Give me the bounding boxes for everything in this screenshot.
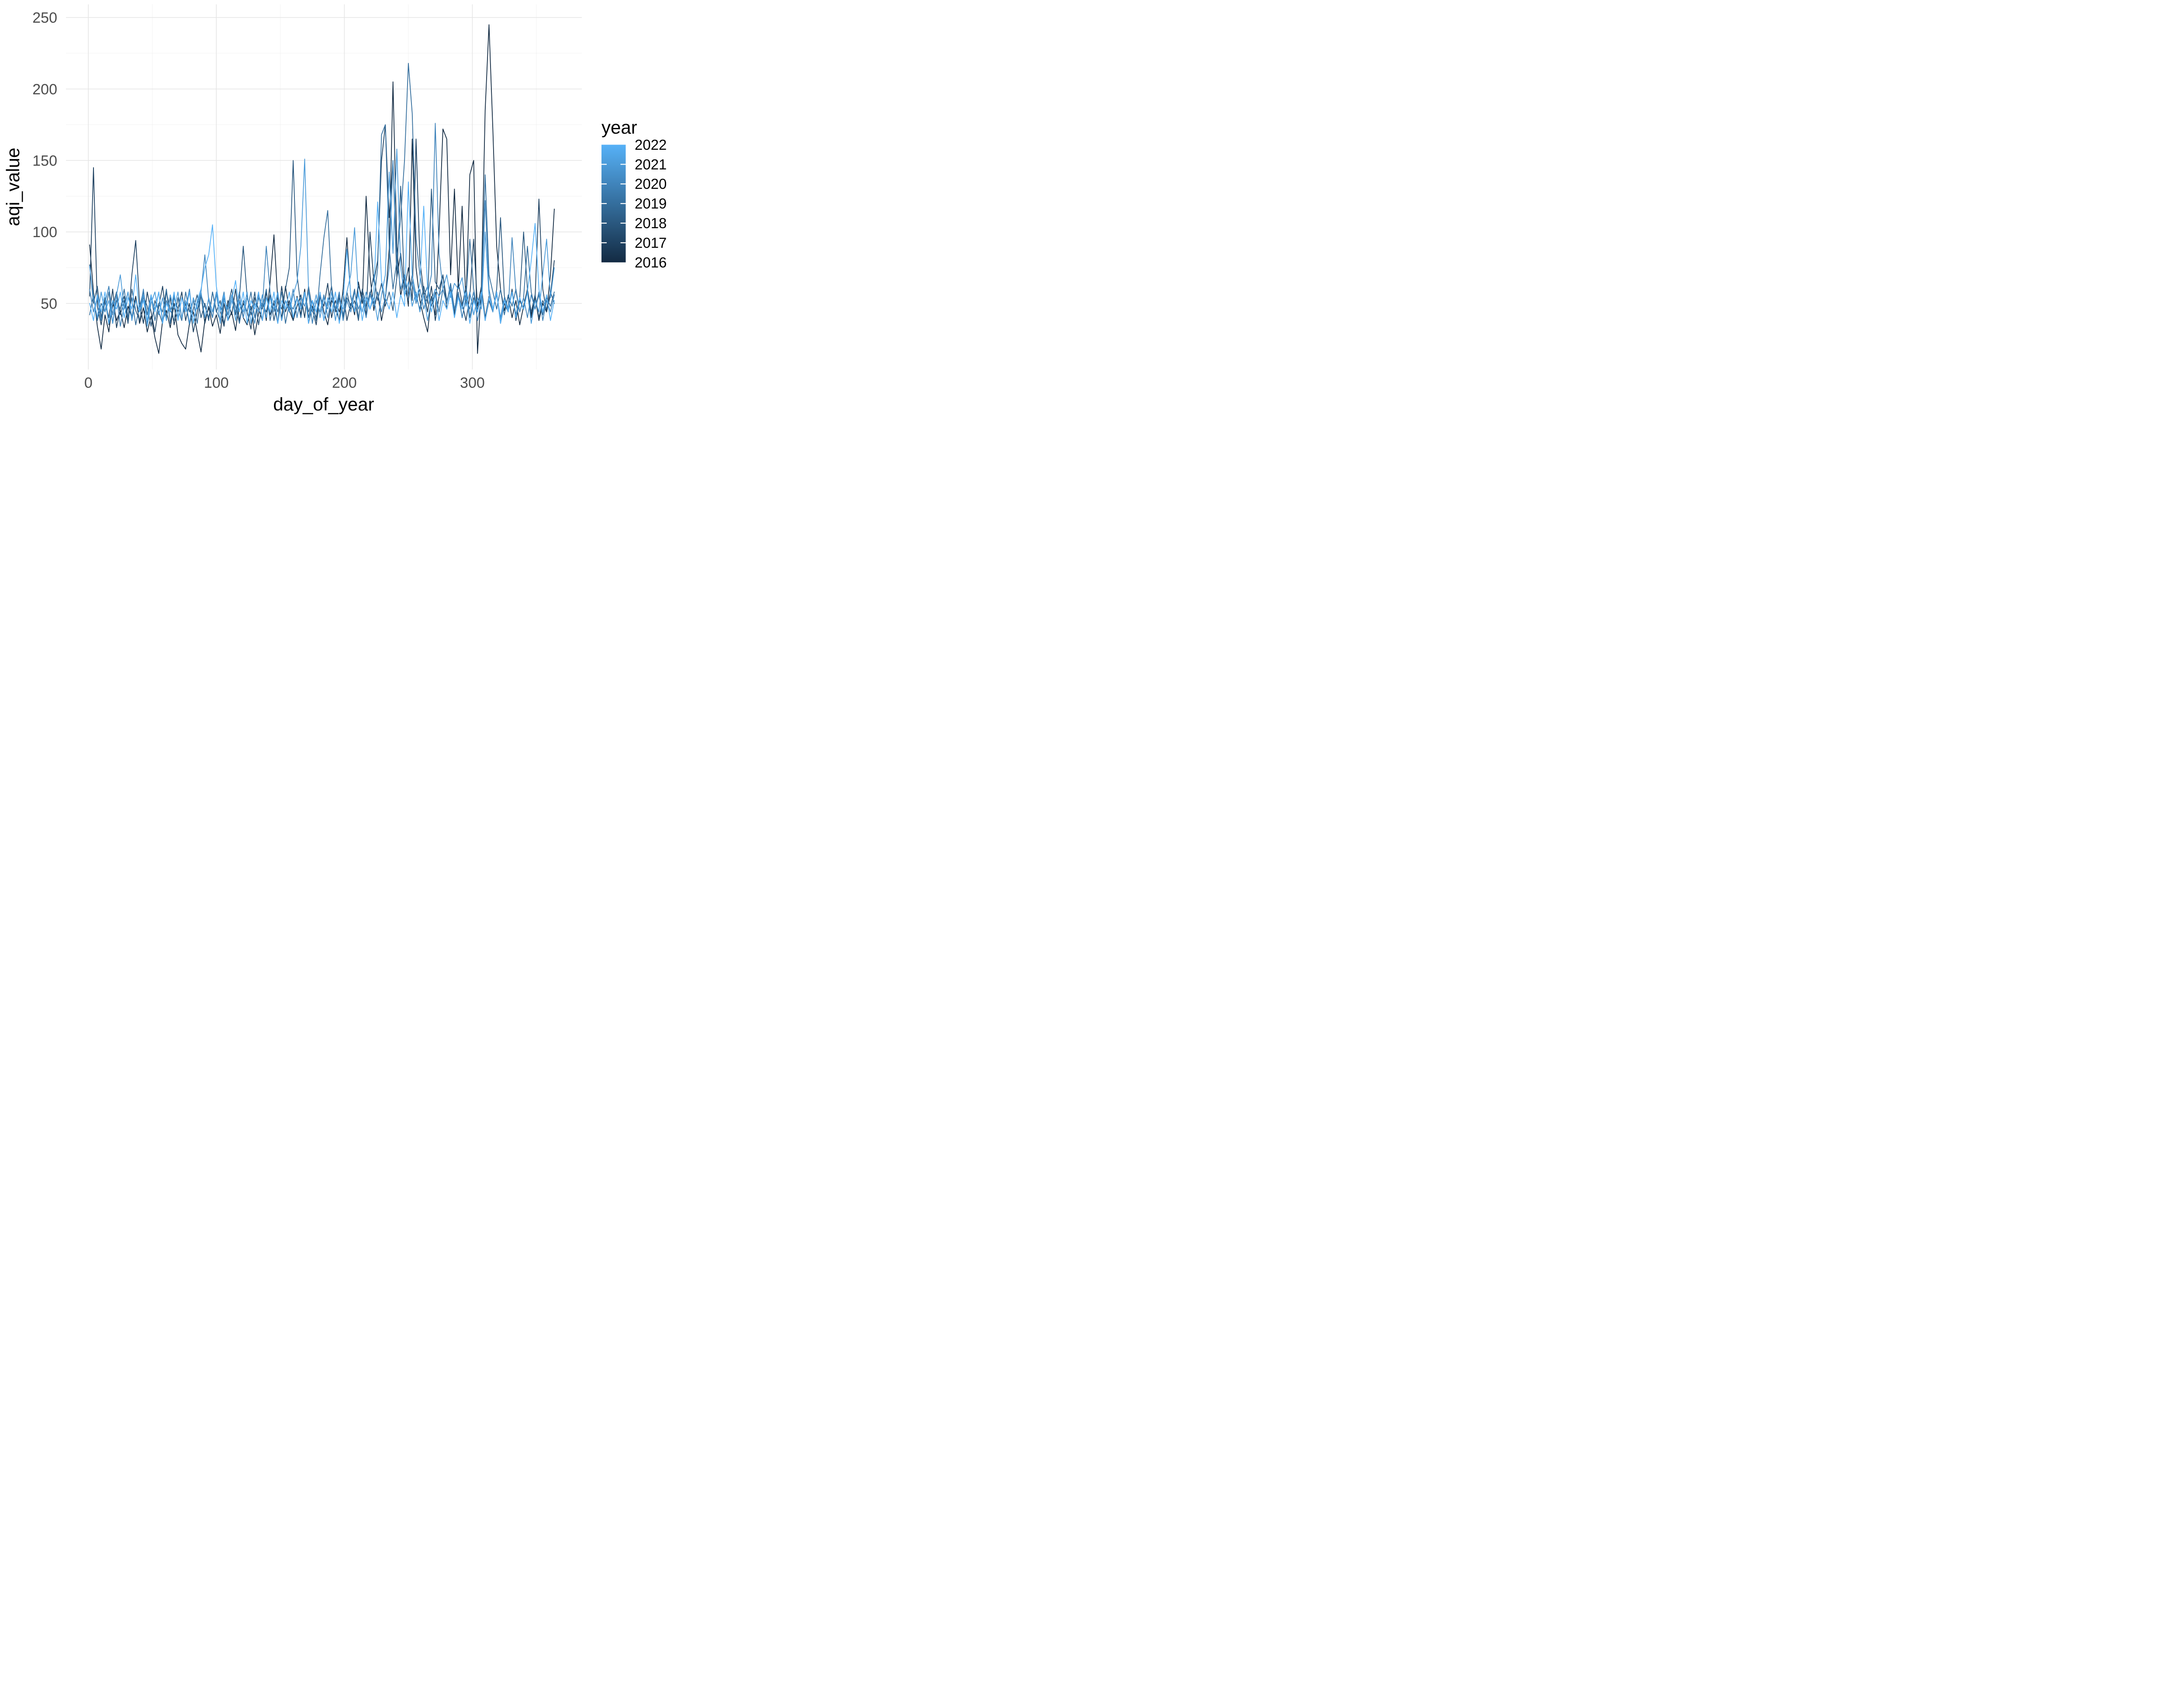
y-tick-label-250: 250 bbox=[32, 10, 57, 26]
page: { "chart_data": { "type": "line", "title… bbox=[0, 0, 2184, 425]
legend-colorbar-ticks bbox=[601, 164, 626, 244]
x-axis-tick-labels: 0 100 200 300 bbox=[84, 375, 485, 391]
line-2022 bbox=[89, 181, 555, 324]
line-2019 bbox=[89, 63, 555, 325]
legend-label-2019: 2019 bbox=[635, 196, 667, 212]
legend-label-2022: 2022 bbox=[635, 137, 667, 153]
x-tick-label-0: 0 bbox=[84, 375, 93, 391]
y-tick-label-100: 100 bbox=[32, 224, 57, 241]
legend-label-2021: 2021 bbox=[635, 156, 667, 172]
aqi-line-chart: 0 100 200 300 50 100 150 200 250 day_of_year aq… bbox=[0, 0, 688, 425]
y-tick-label-200: 200 bbox=[32, 81, 57, 98]
y-tick-label-150: 150 bbox=[32, 152, 57, 169]
y-tick-label-50: 50 bbox=[41, 296, 57, 312]
legend: year 2022 2021 2020 2019 2018 2017 2016 bbox=[601, 117, 667, 270]
legend-title: year bbox=[601, 117, 637, 138]
legend-label-2017: 2017 bbox=[635, 234, 667, 251]
legend-label-2018: 2018 bbox=[635, 215, 667, 231]
y-axis-title: aqi_value bbox=[3, 148, 23, 226]
x-tick-label-200: 200 bbox=[332, 375, 357, 391]
x-tick-label-300: 300 bbox=[460, 375, 485, 391]
plot-panel bbox=[66, 4, 582, 369]
legend-labels: 2022 2021 2020 2019 2018 2017 2016 bbox=[635, 137, 667, 270]
legend-label-2020: 2020 bbox=[635, 176, 667, 192]
x-tick-label-100: 100 bbox=[204, 375, 229, 391]
legend-label-2016: 2016 bbox=[635, 254, 667, 270]
y-axis-tick-labels: 50 100 150 200 250 bbox=[32, 10, 57, 312]
series-lines bbox=[89, 24, 555, 354]
figure: 0 100 200 300 50 100 150 200 250 day_of_year aq… bbox=[0, 0, 688, 425]
x-axis-title: day_of_year bbox=[273, 394, 374, 414]
